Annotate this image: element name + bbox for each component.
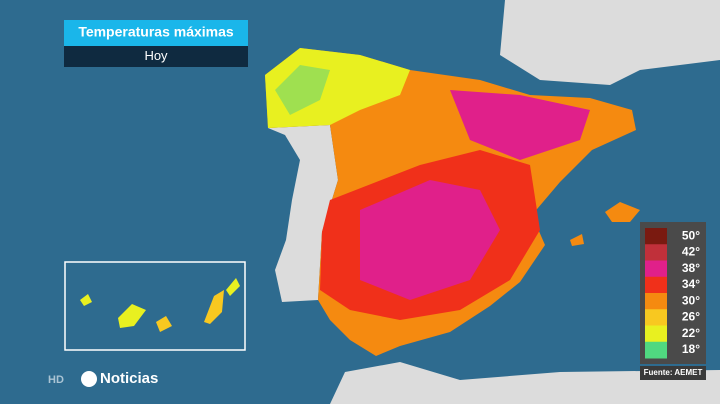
subtitle: Hoy	[144, 48, 168, 63]
legend-swatch	[645, 341, 667, 359]
island	[204, 290, 224, 324]
legend-label: 26°	[682, 310, 700, 324]
portugal	[268, 125, 338, 302]
title: Temperaturas máximas	[78, 24, 234, 40]
source-box	[640, 366, 706, 380]
brand: Noticias	[100, 370, 158, 387]
legend-label: 50°	[682, 228, 700, 242]
island	[118, 304, 146, 328]
island	[156, 316, 172, 332]
ibiza	[570, 234, 584, 246]
legend-swatch	[645, 293, 667, 310]
legend-swatch	[645, 228, 667, 245]
legend-label: 38°	[682, 261, 700, 275]
hd-badge: HD	[48, 374, 64, 386]
legend-label: 22°	[682, 326, 700, 340]
galicia-cool	[275, 65, 330, 115]
legend-swatch	[645, 244, 667, 261]
legend: 50° 42° 38° 34° 30° 26° 22° 18°	[645, 228, 700, 359]
ebro-hottest	[450, 90, 590, 160]
legend-swatch	[645, 309, 667, 326]
subtitle-box	[64, 46, 248, 67]
canary-inset	[64, 261, 246, 351]
balearics	[605, 202, 640, 222]
island	[226, 278, 240, 296]
legend-swatch	[645, 276, 667, 294]
legend-label: 18°	[682, 342, 700, 356]
island	[80, 294, 92, 306]
africa	[330, 362, 720, 404]
center-hottest	[360, 180, 500, 300]
legend-swatch	[645, 260, 667, 278]
brand-logo	[81, 371, 97, 387]
legend-label: 34°	[682, 277, 700, 291]
legend-swatch	[645, 325, 667, 343]
france	[450, 0, 720, 85]
legend-label: 30°	[682, 293, 700, 307]
source: Fuente: AEMET	[644, 368, 703, 377]
title-box	[64, 20, 248, 46]
legend-label: 42°	[682, 245, 700, 259]
